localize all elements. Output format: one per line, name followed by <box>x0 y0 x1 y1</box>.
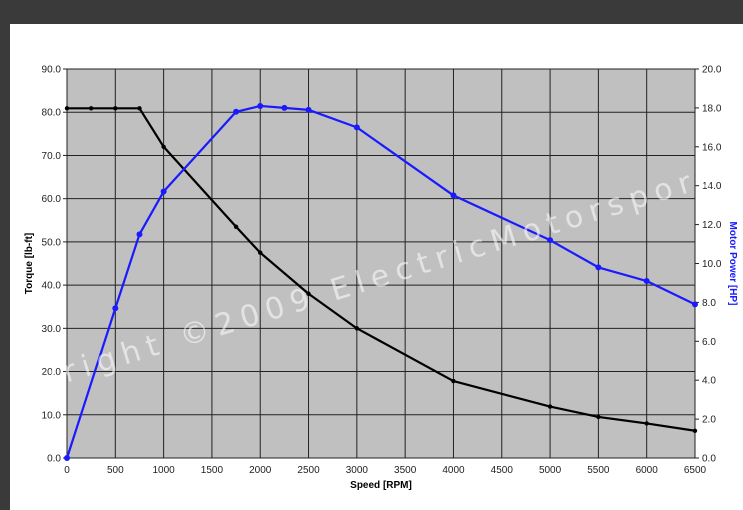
power-data-point <box>353 124 360 131</box>
x-tick-label: 3500 <box>394 465 417 476</box>
power-data-point <box>233 108 240 115</box>
chart-frame: 0 500 1000 1500 2000 2500 3000 3500 4000 4500 5000… <box>10 24 743 510</box>
y-right-tick-label: 18.0 <box>702 103 722 114</box>
y-left-tick-label: 0.0 <box>47 454 61 465</box>
y-right-tick-label: 2.0 <box>702 415 716 426</box>
power-data-point <box>450 192 457 199</box>
power-series-line <box>65 104 696 459</box>
torque-data-point <box>306 291 311 296</box>
power-data-point <box>64 455 70 461</box>
y-right-tick-label: 4.0 <box>702 376 716 387</box>
y-left-tick-labels: 0.0 10.0 20.0 30.0 40.0 50.0 60.0 70.0 80.0 90.0 <box>42 65 62 465</box>
torque-data-point <box>354 326 360 331</box>
power-data-point <box>136 231 143 238</box>
y-right-tick-labels: 0.0 2.0 4.0 6.0 8.0 10.0 12.0 14.0 16.0 18.0 20.0 <box>702 65 722 465</box>
x-tick-label: 1500 <box>201 465 224 476</box>
x-axis-title: Speed [RPM] <box>350 480 412 491</box>
x-tick-label: 4000 <box>442 465 465 476</box>
y-right-tick-label: 14.0 <box>702 181 722 192</box>
x-tick-label: 2000 <box>249 465 272 476</box>
power-data-point <box>160 188 167 195</box>
y-left-tick-label: 30.0 <box>42 324 62 335</box>
y-left-tick-label: 40.0 <box>42 281 62 292</box>
torque-data-point <box>692 428 698 433</box>
power-data-point <box>281 104 288 111</box>
y-left-tick-label: 70.0 <box>42 151 62 162</box>
y-right-tick-label: 8.0 <box>702 298 716 309</box>
series-layer <box>64 102 698 461</box>
power-data-point <box>595 264 602 271</box>
x-tick-label: 6500 <box>684 465 707 476</box>
torque-data-point <box>88 106 94 111</box>
y-left-tick-label: 50.0 <box>42 237 62 248</box>
torque-data-point <box>644 421 649 426</box>
torque-data-point <box>161 144 166 149</box>
x-tick-label: 6000 <box>636 465 659 476</box>
torque-data-point <box>113 106 118 111</box>
x-tick-label: 5000 <box>539 465 562 476</box>
x-tick-label: 1000 <box>152 465 175 476</box>
x-tick-labels: 0 500 1000 1500 2000 2500 3000 3500 4000 4500 5000… <box>64 465 706 476</box>
y-left-tick-label: 90.0 <box>42 65 62 76</box>
chart: 0 500 1000 1500 2000 2500 3000 3500 4000 4500 5000… <box>10 65 743 492</box>
torque-data-point <box>451 378 456 384</box>
torque-data-point <box>258 250 263 255</box>
power-data-point <box>112 305 119 312</box>
power-data-point <box>257 102 264 109</box>
x-tick-label: 500 <box>107 465 124 476</box>
y-right-tick-label: 20.0 <box>702 65 722 76</box>
y-right-axis-title: Motor Power [HP] <box>727 222 738 306</box>
torque-data-point <box>233 224 239 229</box>
y-right-tick-label: 16.0 <box>702 142 722 153</box>
torque-series-line <box>67 107 696 432</box>
grid <box>63 68 699 459</box>
y-left-axis-title: Torque [lb-ft] <box>24 233 35 294</box>
x-tick-label: 4500 <box>491 465 514 476</box>
power-data-point <box>643 278 650 285</box>
y-left-tick-label: 20.0 <box>42 367 62 378</box>
x-tick-label: 5500 <box>587 465 610 476</box>
y-left-tick-label: 10.0 <box>42 410 62 421</box>
power-data-point <box>692 301 698 308</box>
x-tick-label: 2500 <box>297 465 320 476</box>
torque-data-point <box>547 404 553 409</box>
y-right-tick-label: 0.0 <box>702 454 716 465</box>
power-data-point <box>547 237 554 244</box>
x-tick-label: 3000 <box>346 465 369 476</box>
torque-data-point <box>137 106 142 111</box>
y-right-tick-label: 6.0 <box>702 337 716 348</box>
y-left-tick-label: 80.0 <box>42 108 62 119</box>
x-tick-label: 0 <box>64 465 70 476</box>
power-data-point <box>305 106 312 113</box>
y-right-tick-label: 10.0 <box>702 259 722 270</box>
torque-data-point <box>596 414 601 420</box>
y-left-tick-label: 60.0 <box>42 194 62 205</box>
y-right-tick-label: 12.0 <box>702 220 722 231</box>
torque-data-point <box>64 106 70 111</box>
